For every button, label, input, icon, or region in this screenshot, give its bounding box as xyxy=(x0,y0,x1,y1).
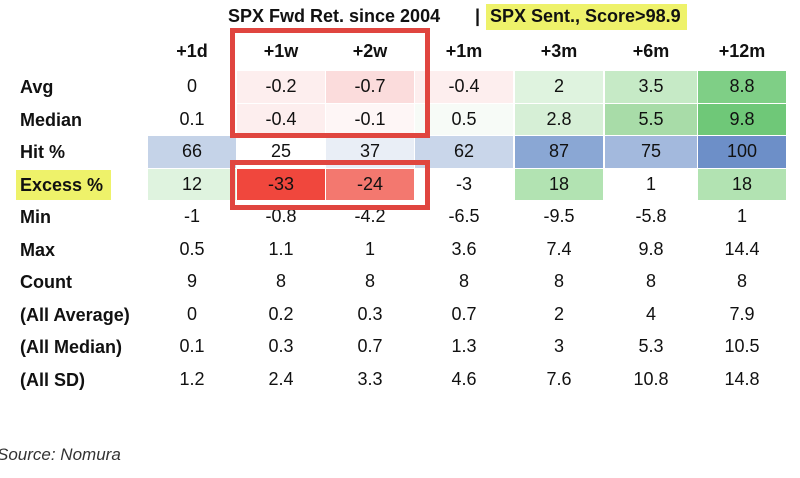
row-label-5: Max xyxy=(20,239,56,260)
table-cell-r9-c2: 3.3 xyxy=(326,363,414,395)
table-cell-r0-c6: 8.8 xyxy=(698,71,786,103)
table-cell-r7-c6: 7.9 xyxy=(698,298,786,330)
table-cell-r8-c1: 0.3 xyxy=(237,331,325,363)
table-cell-r8-c3: 1.3 xyxy=(415,331,513,363)
table-cell-r3-c3: -3 xyxy=(415,168,513,200)
table-cell-r2-c6: 100 xyxy=(698,136,786,168)
table-cell-r3-c1: -33 xyxy=(237,168,325,200)
table-cell-r6-c4: 8 xyxy=(515,266,603,298)
table-cell-r0-c2: -0.7 xyxy=(326,71,414,103)
title-left: SPX Fwd Ret. since 2004 xyxy=(228,6,441,26)
table-cell-r8-c0: 0.1 xyxy=(148,331,236,363)
table-cell-r2-c3: 62 xyxy=(415,136,513,168)
table-cell-r5-c6: 14.4 xyxy=(698,233,786,265)
column-header-3m: +3m xyxy=(540,41,578,61)
row-label-2: Hit % xyxy=(20,142,65,162)
table-cell-r1-c3: 0.5 xyxy=(415,103,513,135)
table-cell-r4-c5: -5.8 xyxy=(605,201,697,233)
table-cell-r2-c4: 87 xyxy=(515,136,603,168)
highlight-box-excess xyxy=(230,160,430,210)
table-cell-r5-c1: 1.1 xyxy=(237,233,325,265)
table-cell-r5-c4: 7.4 xyxy=(515,233,603,265)
table-cell-r9-c5: 10.8 xyxy=(605,363,697,395)
table-cell-r7-c0: 0 xyxy=(148,298,236,330)
table-cell-r0-c3: -0.4 xyxy=(415,71,513,103)
table-cell-r3-c2: -24 xyxy=(326,168,414,200)
column-header-1d: +1d xyxy=(176,41,208,61)
column-header-12m: +12m xyxy=(718,41,766,61)
table-cell-r5-c3: 3.6 xyxy=(415,233,513,265)
table-cell-r9-c1: 2.4 xyxy=(237,363,325,395)
table-cell-r1-c4: 2.8 xyxy=(515,103,603,135)
column-header-6m: +6m xyxy=(632,41,670,61)
table-cell-r9-c3: 4.6 xyxy=(415,363,513,395)
table-cell-r3-c0: 12 xyxy=(148,168,236,200)
title-separator: | xyxy=(475,6,481,26)
table-cell-r3-c4: 18 xyxy=(515,168,603,200)
table-cell-r6-c6: 8 xyxy=(698,266,786,298)
table-cell-r9-c6: 14.8 xyxy=(698,363,786,395)
table-cell-r0-c1: -0.2 xyxy=(237,71,325,103)
row-label-1: Median xyxy=(20,109,83,130)
row-label-8: (All Median) xyxy=(20,337,122,357)
table-cell-r5-c0: 0.5 xyxy=(148,233,236,265)
table-cell-r8-c2: 0.7 xyxy=(326,331,414,363)
table-cell-r1-c6: 9.8 xyxy=(698,103,786,135)
table-cell-r7-c2: 0.3 xyxy=(326,298,414,330)
table-cell-r8-c4: 3 xyxy=(515,331,603,363)
table-cell-r7-c5: 4 xyxy=(605,298,697,330)
source-note: Source: Nomura xyxy=(0,445,121,464)
table-cell-r4-c3: -6.5 xyxy=(415,201,513,233)
table-cell-r3-c5: 1 xyxy=(605,168,697,200)
table-cell-r1-c5: 5.5 xyxy=(605,103,697,135)
column-header-1w: +1w xyxy=(263,41,299,61)
row-label-0: Avg xyxy=(20,77,54,97)
table-cell-r9-c4: 7.6 xyxy=(515,363,603,395)
table-cell-r6-c0: 9 xyxy=(148,266,236,298)
table-cell-r1-c2: -0.1 xyxy=(326,103,414,135)
table-cell-r8-c5: 5.3 xyxy=(605,331,697,363)
row-label-3: Excess % xyxy=(16,169,112,200)
row-label-7: (All Average) xyxy=(20,304,130,325)
row-label-9: (All SD) xyxy=(20,369,85,390)
table-cell-r9-c0: 1.2 xyxy=(148,363,236,395)
table-cell-r7-c1: 0.2 xyxy=(237,298,325,330)
table-cell-r0-c5: 3.5 xyxy=(605,71,697,103)
row-label-6: Count xyxy=(20,272,72,292)
row-label-4: Min xyxy=(20,207,51,227)
table-cell-r7-c4: 2 xyxy=(515,298,603,330)
table-cell-r5-c2: 1 xyxy=(326,233,414,265)
table-cell-r0-c4: 2 xyxy=(515,71,603,103)
title-right-highlight: SPX Sent., Score>98.9 xyxy=(486,4,687,30)
table-cell-r4-c6: 1 xyxy=(698,201,786,233)
table-cell-r4-c4: -9.5 xyxy=(515,201,603,233)
table-cell-r6-c2: 8 xyxy=(326,266,414,298)
column-header-2w: +2w xyxy=(352,41,388,61)
table-cell-r5-c5: 9.8 xyxy=(605,233,697,265)
table-cell-r6-c3: 8 xyxy=(415,266,513,298)
table-cell-r8-c6: 10.5 xyxy=(698,331,786,363)
table-cell-r4-c0: -1 xyxy=(148,201,236,233)
table-cell-r3-c6: 18 xyxy=(698,168,786,200)
column-header-1m: +1m xyxy=(445,41,483,61)
highlight-box-header-avg-median xyxy=(230,28,430,138)
table-cell-r6-c5: 8 xyxy=(605,266,697,298)
table-cell-r7-c3: 0.7 xyxy=(415,298,513,330)
table-cell-r1-c0: 0.1 xyxy=(148,103,236,135)
table-cell-r2-c0: 66 xyxy=(148,136,236,168)
table-cell-r0-c0: 0 xyxy=(148,71,236,103)
table-cell-r1-c1: -0.4 xyxy=(237,103,325,135)
table-cell-r6-c1: 8 xyxy=(237,266,325,298)
table-cell-r2-c5: 75 xyxy=(605,136,697,168)
